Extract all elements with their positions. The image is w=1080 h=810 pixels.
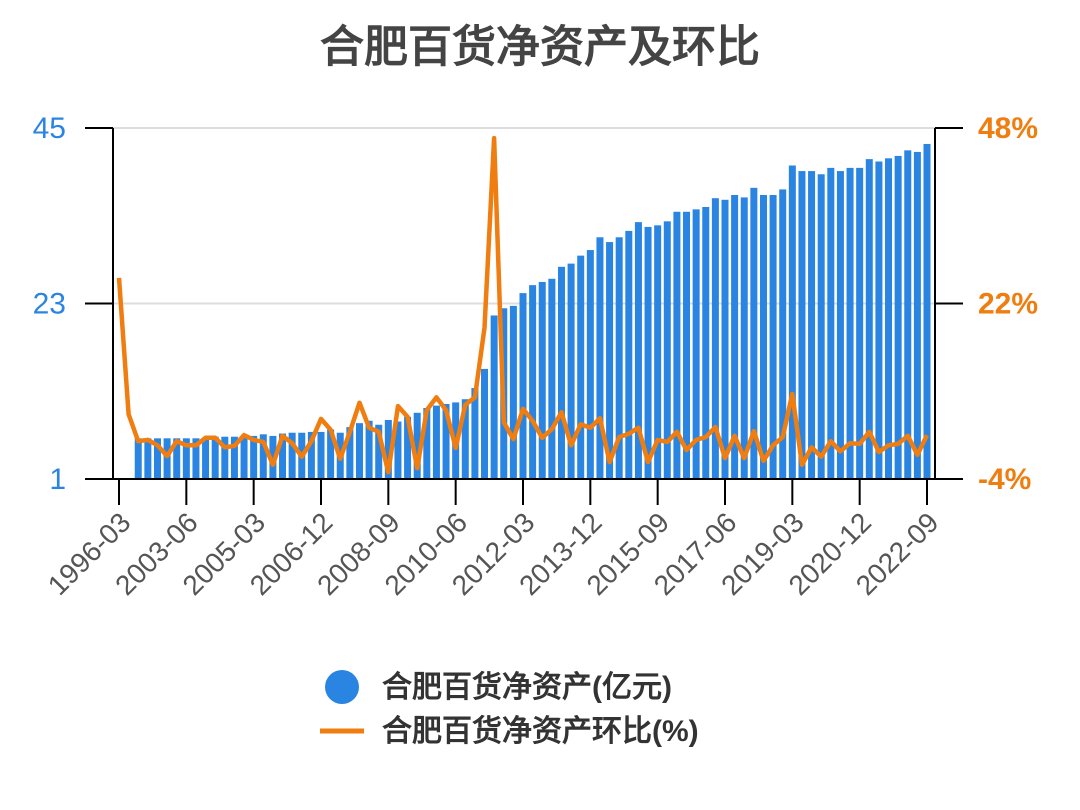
line [116, 135, 930, 475]
bar [644, 226, 652, 479]
bar [240, 436, 248, 479]
bar [865, 159, 873, 479]
legend-label: 合肥百货净资产(亿元) [382, 670, 672, 704]
bar [904, 150, 912, 479]
bar [307, 431, 315, 479]
bar [163, 438, 171, 479]
bar [202, 437, 210, 479]
bar [923, 143, 931, 480]
bar [192, 438, 200, 479]
bar [288, 432, 296, 479]
bar [269, 435, 277, 479]
bar [529, 285, 537, 479]
bar [394, 421, 402, 479]
bar [365, 420, 373, 479]
bar [808, 171, 816, 479]
bar [606, 242, 614, 479]
bar [413, 412, 421, 479]
bar [481, 368, 489, 479]
bar [615, 237, 623, 479]
bar [317, 431, 325, 479]
bar [856, 167, 864, 480]
y2-tick-label: 48% [978, 112, 1038, 145]
bar [683, 211, 691, 480]
y-tick-label: 1 [49, 463, 66, 496]
bar [471, 388, 479, 479]
bar [144, 438, 152, 479]
bar [279, 433, 287, 479]
bar [721, 199, 729, 479]
bar [384, 419, 392, 479]
bar [913, 151, 921, 479]
bar [375, 424, 383, 479]
bar [221, 436, 229, 479]
y-tick-label: 45 [33, 112, 66, 145]
bar [692, 209, 700, 480]
bar [673, 211, 681, 480]
bar [432, 405, 440, 479]
bar [711, 198, 719, 479]
bar [404, 416, 412, 479]
bar [769, 195, 777, 479]
bar [355, 423, 363, 479]
bar [442, 404, 450, 479]
bar [885, 158, 893, 479]
bar [663, 221, 671, 479]
bar [423, 408, 431, 479]
bar [211, 436, 219, 479]
bar [836, 171, 844, 479]
bar [461, 399, 469, 479]
bar [259, 434, 267, 479]
bar [731, 195, 739, 479]
legend-marker [325, 670, 359, 704]
bar [654, 225, 662, 479]
bar [788, 165, 796, 480]
y2-tick-label: -4% [978, 463, 1031, 496]
bar [750, 187, 758, 480]
bar [490, 315, 498, 479]
bar [827, 167, 835, 480]
bar [759, 195, 767, 479]
bar [634, 222, 642, 479]
bar [557, 266, 565, 479]
bar [586, 250, 594, 479]
bar [548, 278, 556, 479]
bar [740, 197, 748, 479]
bar [846, 167, 854, 480]
bar [798, 171, 806, 479]
bar [153, 438, 161, 479]
bar [538, 281, 546, 479]
bar [577, 255, 585, 479]
y2-tick-label: 22% [978, 287, 1038, 320]
chart-title: 合肥百货净资产及环比 [320, 23, 760, 72]
bar [596, 237, 604, 479]
bar [134, 438, 142, 479]
bar [509, 305, 517, 479]
bar [346, 427, 354, 479]
bar [702, 206, 710, 479]
bar [567, 263, 575, 479]
bar [779, 189, 787, 480]
bar [173, 438, 181, 479]
bar [894, 155, 902, 479]
bar [519, 293, 527, 479]
bar [625, 230, 633, 479]
bar [182, 438, 190, 479]
bar [875, 161, 883, 479]
bar [327, 429, 335, 479]
bar [250, 435, 258, 479]
bar [230, 436, 238, 479]
bar [817, 174, 825, 479]
y-tick-label: 23 [33, 287, 66, 320]
legend-label: 合肥百货净资产环比(%) [382, 714, 699, 748]
